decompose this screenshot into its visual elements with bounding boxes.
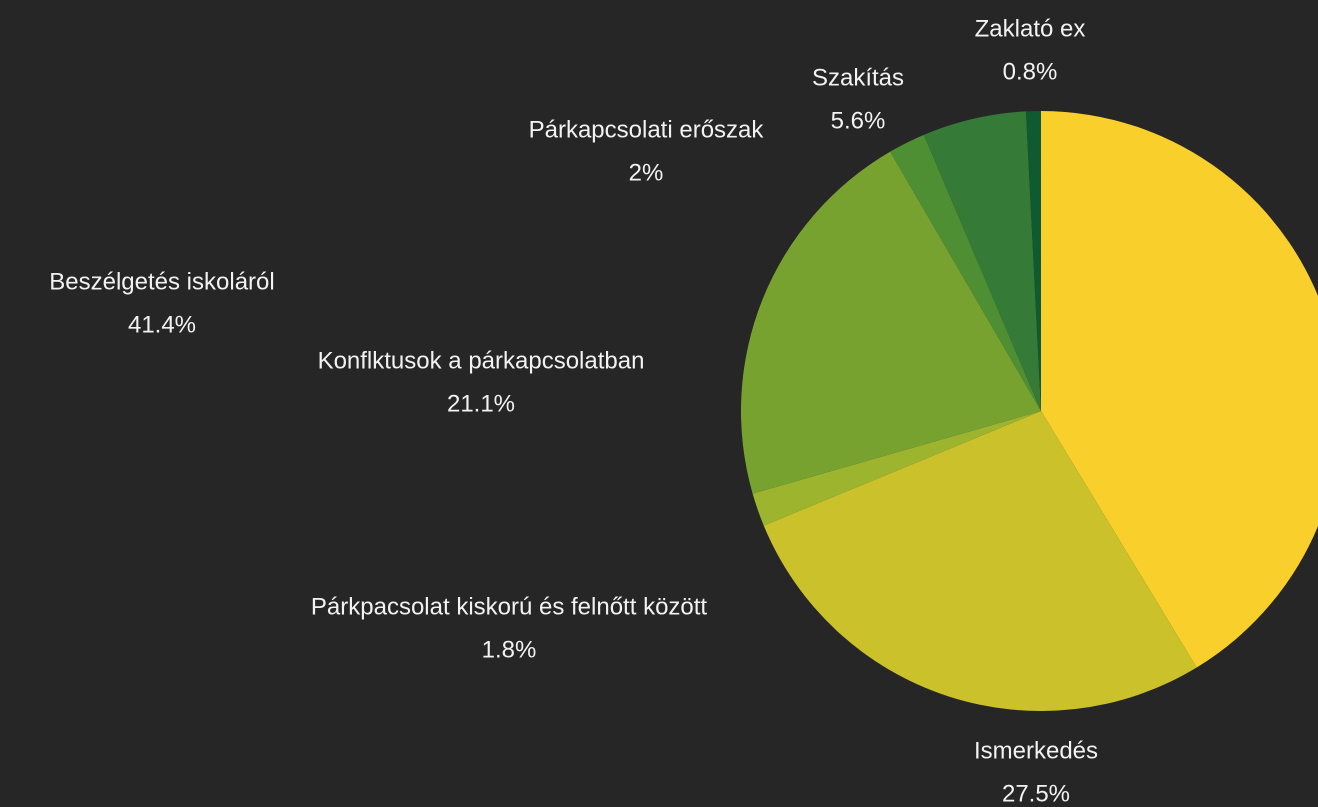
slice-label: Ismerkedés — [974, 737, 1098, 764]
slice-label: Konflktusok a párkapcsolatban — [318, 347, 645, 374]
pie-slice — [923, 111, 1041, 411]
pie-slice — [752, 411, 1041, 526]
slice-label: Beszélgetés iskoláról — [49, 268, 274, 295]
slice-value-label: 41.4% — [128, 311, 196, 338]
pie-slice — [1041, 111, 1318, 668]
slice-value-label: 5.6% — [831, 107, 886, 134]
slice-value-label: 0.8% — [1003, 58, 1058, 85]
slice-value-label: 1.8% — [482, 636, 537, 663]
slice-label: Szakítás — [812, 64, 904, 91]
slice-label: Zaklató ex — [975, 15, 1086, 42]
pie-slice — [741, 151, 1041, 494]
pie-slice — [763, 411, 1197, 712]
slice-label: Párkapcsolati erőszak — [529, 116, 765, 143]
slice-value-label: 27.5% — [1002, 780, 1070, 807]
pie-slice — [890, 134, 1041, 411]
slice-label: Párkpacsolat kiskorú és felnőtt között — [311, 593, 708, 620]
pie-slice — [1025, 111, 1041, 411]
slice-value-label: 21.1% — [447, 390, 515, 417]
slice-value-label: 2% — [629, 159, 664, 186]
